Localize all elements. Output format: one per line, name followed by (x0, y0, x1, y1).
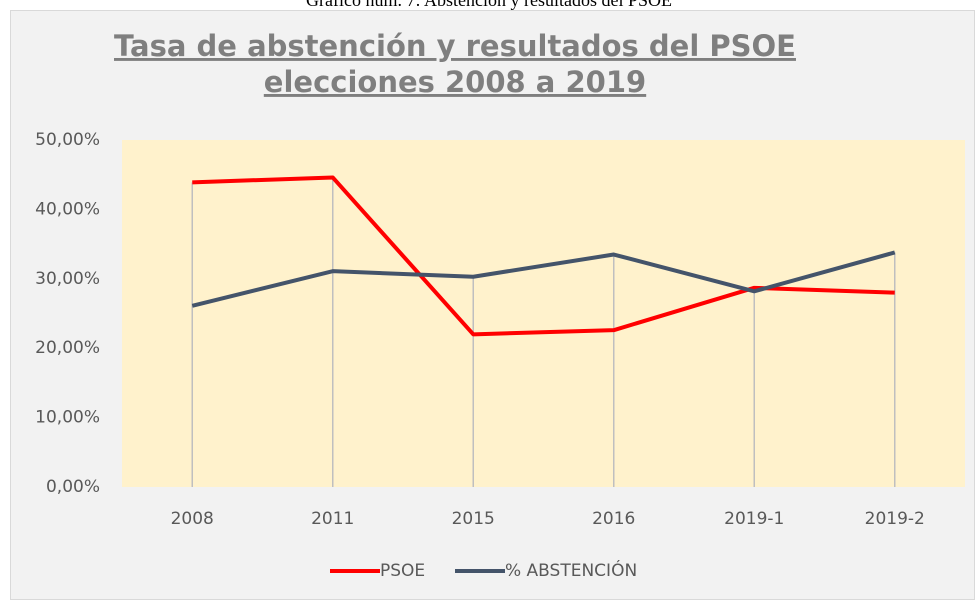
y-tick-label: 20,00% (35, 338, 100, 358)
y-tick-label: 0,00% (46, 477, 100, 497)
series-line (192, 175, 895, 337)
plot-area (122, 140, 965, 487)
y-tick-label: 30,00% (35, 269, 100, 289)
y-tick-label: 10,00% (35, 408, 100, 428)
series-line (191, 250, 896, 308)
x-tick-label: 2019-2 (865, 509, 925, 529)
x-tick-label: 2015 (452, 509, 495, 529)
y-tick-label: 40,00% (35, 199, 100, 219)
legend-label: % ABSTENCIÓN (505, 559, 637, 581)
legend-label: PSOE (380, 561, 425, 581)
caption: Gráfico núm. 7: Abstención y resultados … (306, 0, 672, 10)
x-tick-label: 2016 (592, 509, 635, 529)
x-tick-label: 2008 (171, 509, 214, 529)
x-tick-label: 2019-1 (724, 509, 784, 529)
chart-title: Tasa de abstención y resultados del PSOE (114, 29, 796, 63)
chart-title: elecciones 2008 a 2019 (264, 65, 646, 99)
y-tick-label: 50,00% (35, 130, 100, 150)
x-tick-label: 2011 (311, 509, 354, 529)
